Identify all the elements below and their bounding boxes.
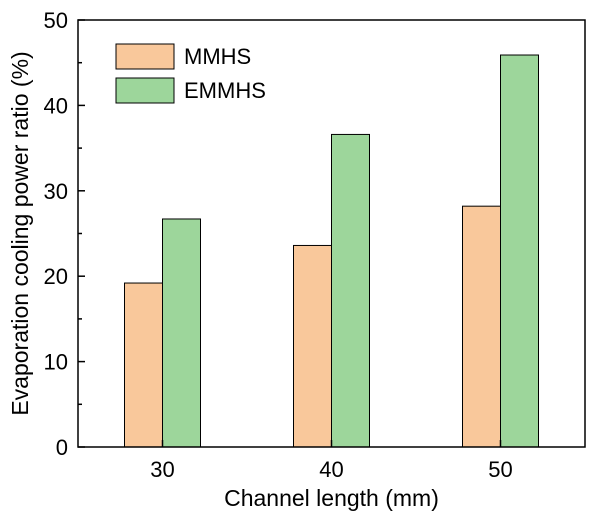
y-tick-label: 30: [44, 179, 68, 204]
x-tick-label: 50: [488, 457, 512, 482]
y-tick-label: 0: [56, 435, 68, 460]
legend-label-emmhs: EMMHS: [184, 78, 266, 103]
bar-emmhs-40: [331, 133, 370, 448]
bar-mmhs-50: [462, 205, 501, 448]
x-tick-label: 40: [319, 457, 343, 482]
y-tick-label: 40: [44, 93, 68, 118]
x-axis-title: Channel length (mm): [224, 485, 439, 511]
y-tick-label: 50: [44, 8, 68, 33]
bars-layer: [124, 54, 539, 448]
legend-swatch-mmhs: [115, 43, 175, 70]
legend: MMHS EMMHS: [115, 43, 266, 104]
y-tick-label: 10: [44, 350, 68, 375]
bar-mmhs-30: [124, 282, 163, 448]
y-tick-label: 20: [44, 264, 68, 289]
legend-label-mmhs: MMHS: [184, 44, 251, 69]
axis-ticks: 0 10 20 30 40 50 30 40 50: [44, 8, 513, 482]
y-axis-title: Evaporation cooling power ratio (%): [7, 51, 33, 415]
x-tick-label: 30: [150, 457, 174, 482]
bar-emmhs-50: [500, 54, 539, 448]
legend-swatch-emmhs: [115, 77, 175, 104]
bar-mmhs-40: [293, 244, 332, 448]
bar-emmhs-30: [162, 218, 201, 448]
